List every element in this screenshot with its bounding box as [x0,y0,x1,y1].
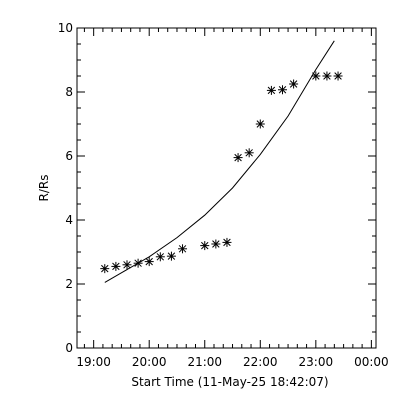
x-tick-label: 20:00 [132,355,167,369]
data-point [100,264,110,274]
y-tick-label: 4 [65,213,73,227]
y-tick-label: 10 [58,21,73,35]
y-axis-title: R/Rs [37,175,51,202]
axis-ticks [77,27,376,349]
data-point [155,252,165,262]
tick-labels: 19:00 20:00 21:00 22:00 23:00 00:00 0 2 4 6 8 10 [58,21,389,369]
x-tick-label: 22:00 [243,355,278,369]
data-point [266,85,276,95]
x-axis-title: Start Time (11-May-25 18:42:07) [131,375,328,389]
data-point [255,119,265,129]
data-point [211,239,221,249]
data-point [244,148,254,158]
y-tick-label: 0 [65,341,73,355]
x-tick-label: 21:00 [187,355,222,369]
data-point [278,85,288,95]
data-point [178,244,188,254]
y-tick-label: 6 [65,149,73,163]
x-tick-label: 19:00 [76,355,111,369]
data-point [311,71,321,81]
data-point [233,153,243,163]
x-tick-label: 00:00 [354,355,389,369]
data-points [100,71,343,274]
fit-curve [104,40,335,283]
data-point [166,251,176,261]
data-point [133,258,143,268]
data-point [222,237,232,247]
data-point [144,257,154,267]
data-point [200,241,210,251]
x-tick-label: 23:00 [299,355,334,369]
data-point [289,79,299,89]
y-tick-label: 8 [65,85,73,99]
data-point [322,71,332,81]
data-point [111,261,121,271]
y-tick-label: 2 [65,277,73,291]
data-point [122,260,132,270]
data-point [333,71,343,81]
